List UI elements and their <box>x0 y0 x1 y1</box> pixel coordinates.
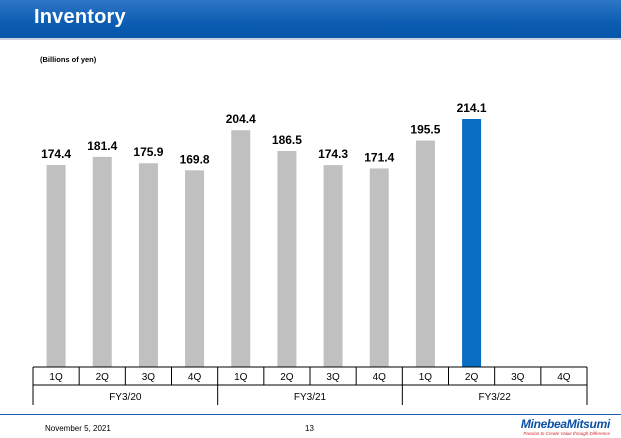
bar <box>415 140 435 367</box>
x-tick-label: 3Q <box>142 372 156 383</box>
x-tick-label: 2Q <box>465 372 479 383</box>
x-tick-label: 2Q <box>280 372 294 383</box>
bar <box>231 130 251 367</box>
x-tick-label: 1Q <box>49 372 63 383</box>
x-tick-label: 3Q <box>511 372 525 383</box>
bar <box>323 165 343 367</box>
x-tick-label: 4Q <box>188 372 202 383</box>
footer-date: November 5, 2021 <box>45 424 111 433</box>
bar <box>92 156 112 367</box>
x-tick-label: 4Q <box>557 372 571 383</box>
title-banner: Inventory <box>0 0 621 38</box>
x-group-label: FY3/20 <box>109 392 142 403</box>
logo-brand: MinebeaMitsumi <box>520 417 610 431</box>
bar <box>185 170 205 367</box>
unit-label: (Billions of yen) <box>40 55 97 64</box>
page-number: 13 <box>305 424 314 433</box>
bar-value-label: 186.5 <box>272 133 302 147</box>
x-group-label: FY3/22 <box>479 392 512 403</box>
page-title: Inventory <box>34 6 126 28</box>
x-tick-label: 2Q <box>96 372 110 383</box>
title-divider <box>0 38 621 40</box>
bar <box>462 119 482 367</box>
x-group-label: FY3/21 <box>294 392 327 403</box>
x-tick-label: 3Q <box>326 372 340 383</box>
x-tick-label: 1Q <box>234 372 248 383</box>
x-tick-label: 4Q <box>373 372 387 383</box>
bar-value-label: 181.4 <box>87 139 117 153</box>
bar <box>369 168 389 367</box>
bar-value-label: 204.4 <box>226 112 256 126</box>
bar-value-label: 169.8 <box>180 152 210 166</box>
bar-value-label: 195.5 <box>410 123 440 137</box>
bar <box>138 163 158 367</box>
footer-divider <box>0 414 621 415</box>
bar-value-label: 214.1 <box>457 101 487 115</box>
bar <box>46 164 66 367</box>
x-tick-label: 1Q <box>419 372 433 383</box>
bar-value-label: 174.4 <box>41 147 71 161</box>
logo-tagline: Passion to Create Value through Differen… <box>523 431 610 436</box>
company-logo: MinebeaMitsumi Passion to Create Value t… <box>510 418 610 437</box>
bar <box>277 150 297 367</box>
bar-value-label: 171.4 <box>364 150 394 164</box>
bar-value-label: 174.3 <box>318 147 348 161</box>
bar-value-label: 175.9 <box>133 145 163 159</box>
